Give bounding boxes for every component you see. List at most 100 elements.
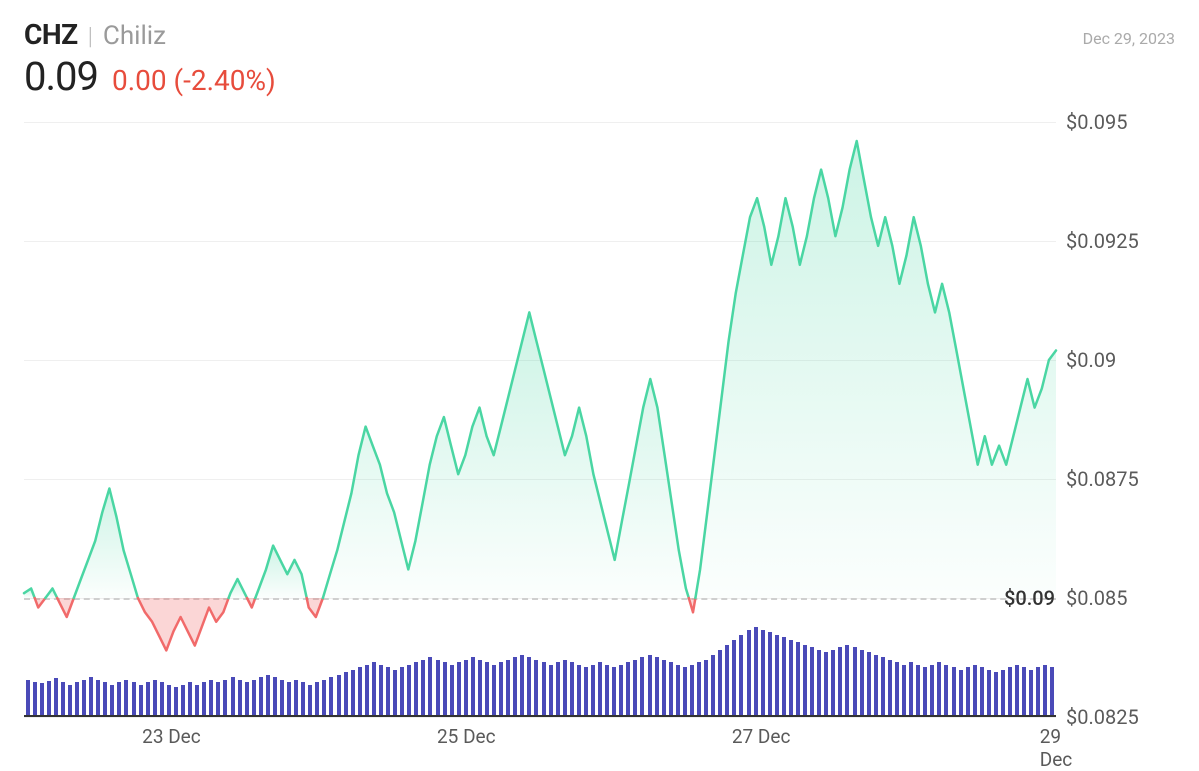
volume-bar <box>322 680 326 718</box>
volume-bar <box>937 662 941 717</box>
volume-bar <box>796 642 800 717</box>
y-axis-label: $0.0875 <box>1066 467 1139 491</box>
volume-bar <box>520 655 524 718</box>
volume-bar <box>711 655 715 718</box>
volume-bar <box>188 682 192 717</box>
volume-bar <box>153 680 157 718</box>
volume-bar <box>485 662 489 717</box>
volume-bar <box>499 662 503 717</box>
volume-bar <box>824 652 828 717</box>
volume-bar <box>89 677 93 717</box>
volume-bar <box>732 640 736 718</box>
volume-bar <box>853 647 857 717</box>
volume-bar <box>549 665 553 718</box>
volume-bar <box>96 680 100 718</box>
volume-bar <box>513 657 517 717</box>
volume-bar <box>181 685 185 718</box>
change-abs: 0.00 <box>112 64 167 97</box>
volume-bar <box>329 677 333 717</box>
last-price: 0.09 <box>24 53 98 100</box>
volume-bar <box>902 665 906 718</box>
volume-bar <box>124 680 128 718</box>
volume-bar <box>605 665 609 718</box>
volume-bar <box>803 645 807 718</box>
volume-bar <box>704 660 708 718</box>
volume-bar <box>789 640 793 718</box>
volume-bar <box>33 682 37 717</box>
y-axis-label: $0.0925 <box>1066 229 1139 253</box>
y-axis: $0.095$0.0925$0.09$0.0875$0.085$0.0825$0… <box>1066 122 1186 717</box>
volume-bars <box>24 627 1056 717</box>
volume-bar <box>725 645 729 718</box>
volume-bar <box>775 635 779 718</box>
volume-bar <box>365 665 369 718</box>
volume-bar <box>139 685 143 718</box>
volume-bar <box>315 682 319 717</box>
volume-bar <box>838 647 842 717</box>
volume-bar <box>690 665 694 718</box>
volume-bar <box>881 657 885 717</box>
volume-bar <box>351 670 355 718</box>
volume-bar <box>337 675 341 718</box>
volume-bar <box>216 682 220 717</box>
volume-bar <box>273 677 277 717</box>
volume-bar <box>174 687 178 717</box>
price-chart[interactable] <box>24 122 1056 717</box>
volume-bar <box>407 665 411 718</box>
volume-bar <box>308 685 312 718</box>
volume-bar <box>874 655 878 718</box>
volume-bar <box>287 682 291 717</box>
volume-bar <box>506 660 510 718</box>
header-row: CHZ | Chiliz Dec 29, 2023 <box>24 18 1175 51</box>
volume-bar <box>82 680 86 718</box>
volume-bar <box>888 660 892 718</box>
change-pct: (-2.40%) <box>174 64 276 97</box>
volume-bar <box>428 657 432 717</box>
volume-bar <box>266 675 270 718</box>
volume-bar <box>294 680 298 718</box>
volume-bar <box>633 660 637 718</box>
volume-bar <box>386 667 390 717</box>
volume-bar <box>584 667 588 717</box>
volume-bar <box>944 665 948 718</box>
volume-bar <box>117 682 121 717</box>
volume-bar <box>662 660 666 718</box>
volume-bar <box>542 662 546 717</box>
volume-bar <box>895 662 899 717</box>
x-axis-label: 29 Dec <box>1040 725 1072 771</box>
volume-bar <box>527 657 531 717</box>
volume-bar <box>450 665 454 718</box>
volume-bar <box>26 680 30 718</box>
volume-bar <box>817 650 821 718</box>
ticker-symbol: CHZ <box>24 18 78 51</box>
volume-bar <box>436 660 440 718</box>
volume-bar <box>379 665 383 718</box>
volume-bar <box>358 667 362 717</box>
volume-bar <box>923 667 927 717</box>
volume-bar <box>238 680 242 718</box>
x-axis: 23 Dec25 Dec27 Dec29 Dec <box>24 725 1056 755</box>
volume-bar <box>782 637 786 717</box>
separator: | <box>88 22 93 50</box>
volume-bar <box>223 680 227 718</box>
volume-bar <box>930 665 934 718</box>
price-change: 0.00 (-2.40%) <box>112 64 276 97</box>
volume-bar <box>619 665 623 718</box>
volume-bar <box>372 662 376 717</box>
volume-bar <box>718 650 722 718</box>
volume-bar <box>146 682 150 717</box>
volume-bar <box>54 678 58 717</box>
grid-line <box>24 717 1056 718</box>
volume-bar <box>959 670 963 718</box>
volume-bar <box>400 667 404 717</box>
volume-baseline <box>24 715 1056 717</box>
volume-bar <box>167 685 171 718</box>
volume-bar <box>245 682 249 717</box>
volume-bar <box>676 665 680 718</box>
volume-bar <box>110 685 114 718</box>
volume-bar <box>421 660 425 718</box>
y-axis-label: $0.085 <box>1066 586 1127 610</box>
volume-bar <box>103 682 107 717</box>
volume-bar <box>768 632 772 717</box>
volume-bar <box>75 682 79 717</box>
